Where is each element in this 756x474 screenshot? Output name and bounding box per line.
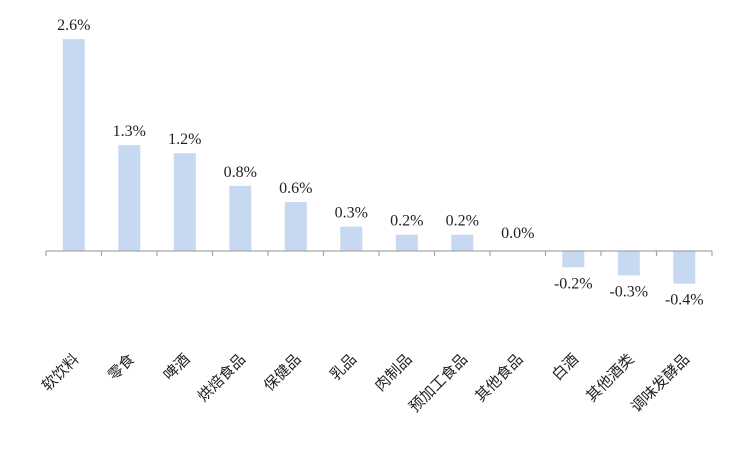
value-label-1: 1.3% — [113, 123, 146, 140]
bar-11 — [673, 251, 696, 284]
category-label-1: 零食 — [104, 350, 138, 384]
category-label-10: 其他酒类 — [582, 350, 637, 405]
value-label-0: 2.6% — [57, 17, 90, 34]
category-label-9: 白酒 — [548, 350, 582, 384]
bar-3 — [229, 185, 252, 251]
category-label-5: 乳品 — [326, 350, 360, 384]
bar-9 — [562, 251, 585, 268]
bars-layer — [62, 39, 696, 284]
bar-0 — [62, 39, 85, 251]
value-label-5: 0.3% — [335, 205, 368, 222]
value-labels-layer: 2.6% 1.3% 1.2% 0.8% 0.6% 0.3% 0.2% 0.2% 0.0% -0.2… — [57, 17, 703, 309]
category-label-3: 烘焙食品 — [194, 350, 249, 405]
value-label-4: 0.6% — [279, 180, 312, 197]
value-label-9: -0.2% — [554, 275, 593, 292]
x-axis — [45, 250, 713, 256]
bar-4 — [284, 202, 307, 251]
category-label-8: 其他食品 — [471, 350, 526, 405]
bar-6 — [395, 234, 418, 251]
category-label-2: 啤酒 — [160, 350, 194, 384]
value-label-11: -0.4% — [665, 292, 704, 309]
bar-10 — [617, 251, 640, 276]
category-label-0: 软饮料 — [38, 350, 83, 395]
bar-1 — [118, 145, 141, 252]
category-label-7: 预加工食品 — [405, 350, 471, 416]
bar-7 — [451, 234, 474, 251]
value-label-2: 1.2% — [168, 131, 201, 148]
value-label-7: 0.2% — [446, 213, 479, 230]
category-label-6: 肉制品 — [371, 350, 416, 395]
value-label-3: 0.8% — [224, 164, 257, 181]
bar-5 — [340, 226, 363, 251]
bar-2 — [173, 153, 196, 251]
value-label-10: -0.3% — [609, 283, 648, 300]
category-label-11: 调味发酵品 — [627, 350, 693, 416]
value-label-6: 0.2% — [390, 213, 423, 230]
category-label-4: 保健品 — [260, 350, 305, 395]
value-label-8: 0.0% — [501, 225, 534, 242]
